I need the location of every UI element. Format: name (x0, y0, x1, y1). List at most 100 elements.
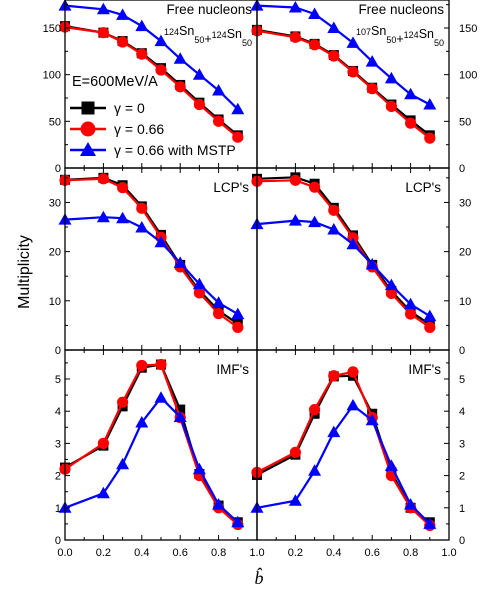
y-tick-label: 0 (459, 345, 465, 357)
y-tick-label: 100 (43, 70, 61, 82)
panel-label: Free nucleons (358, 2, 444, 17)
data-point-s2-2 (289, 446, 301, 459)
data-point-s2-4 (136, 48, 148, 60)
x-axis-label: b̂ (255, 567, 264, 588)
data-point-s3-5 (346, 36, 360, 48)
legend-marker (80, 142, 96, 156)
data-point-s3-3 (116, 457, 130, 470)
data-point-s2-4 (136, 359, 148, 372)
data-point-s3-9 (423, 517, 437, 529)
y-tick-label: 50 (49, 116, 61, 128)
data-point-s2-5 (347, 366, 359, 378)
data-point-s3-2 (96, 210, 110, 223)
data-point-s3-9 (231, 307, 245, 320)
y-tick-label: 20 (49, 247, 61, 259)
data-point-s2-2 (289, 174, 301, 186)
panel-label: IMF's (216, 362, 249, 377)
panel-frame (256, 0, 450, 169)
system-label-part: 124 (164, 27, 179, 37)
data-point-s3-9 (231, 515, 245, 528)
data-point-s3-4 (135, 221, 149, 233)
system-label: 124Sn50+124Sn50 (164, 24, 252, 48)
x-tick-label: 0.2 (288, 547, 303, 559)
data-point-s2-4 (328, 370, 340, 382)
panel-r2-c2 (250, 167, 450, 351)
panel-r3-c1 (58, 349, 258, 541)
series-line-3 (256, 4, 431, 106)
y-tick-label: 0 (459, 535, 465, 547)
data-point-s2-3 (309, 39, 321, 51)
data-point-s3-2 (288, 214, 302, 226)
data-point-s3-4 (135, 19, 149, 32)
data-point-s2-3 (117, 396, 129, 408)
data-point-s3-3 (308, 464, 322, 476)
y-tick-label: 0 (55, 163, 61, 175)
data-point-s2-3 (117, 182, 129, 194)
data-point-s3-4 (327, 425, 341, 438)
system-label-part: 107 (356, 27, 371, 37)
data-point-s2-3 (117, 36, 129, 48)
panel-label: Free nucleons (166, 2, 252, 17)
panel-r3-c2 (250, 349, 450, 541)
data-point-s3-6 (173, 52, 187, 64)
data-point-s3-5 (154, 235, 168, 248)
y-tick-label: 4 (55, 406, 61, 418)
data-point-s2-2 (289, 31, 301, 43)
system-label-part: Sn (179, 24, 194, 38)
data-point-s3-8 (404, 498, 418, 510)
system-label-part: 50 (386, 35, 396, 45)
y-tick-label: 100 (459, 70, 477, 82)
y-tick-label: 0 (55, 535, 61, 547)
data-point-s3-3 (308, 7, 322, 19)
y-tick-label: 3 (55, 438, 61, 450)
data-point-s2-2 (97, 437, 109, 449)
data-point-s2-2 (97, 27, 109, 39)
series-line-3 (256, 219, 431, 318)
series-line-2 (256, 179, 431, 329)
x-tick-label: 0.4 (134, 547, 149, 559)
data-point-s3-5 (154, 391, 168, 403)
y-tick-label: 0 (459, 163, 465, 175)
data-point-s2-3 (309, 403, 321, 416)
panel-frame (64, 167, 258, 351)
y-tick-label: 4 (459, 406, 465, 418)
x-tick-label: 1.0 (441, 547, 456, 559)
data-point-s2-3 (309, 181, 321, 193)
data-point-s2-8 (213, 308, 225, 320)
panel-frame (256, 167, 450, 351)
system-label-part: + (204, 32, 211, 46)
y-tick-label: 50 (459, 116, 471, 128)
data-point-s2-7 (385, 100, 397, 112)
data-point-s3-6 (173, 256, 187, 268)
data-point-s3-9 (423, 98, 437, 110)
data-point-s2-7 (193, 98, 205, 111)
data-point-s3-7 (192, 68, 206, 80)
y-tick-label: 20 (459, 247, 471, 259)
y-tick-label: 150 (43, 23, 61, 35)
y-tick-label: 30 (49, 197, 61, 209)
data-point-s2-2 (97, 173, 109, 185)
system-label-part: 124 (404, 30, 419, 40)
data-point-s2-9 (232, 131, 244, 143)
series-line-1 (256, 374, 431, 524)
y-tick-label: 5 (459, 374, 465, 386)
system-label-part: 124 (212, 30, 227, 40)
data-point-s2-4 (328, 50, 340, 62)
data-point-s3-8 (212, 498, 226, 510)
x-tick-label: 0.2 (96, 547, 111, 559)
data-point-s2-8 (405, 308, 417, 320)
data-point-s2-8 (405, 117, 417, 129)
legend: E=600MeV/A γ = 0 γ = 0.66 γ = 0.66 with MST… (70, 74, 236, 158)
legend-label: γ = 0 (114, 100, 145, 116)
y-tick-label: 1 (459, 503, 465, 515)
data-point-s3-6 (365, 413, 379, 426)
series-line-2 (64, 177, 239, 329)
series-line-3 (256, 403, 431, 525)
data-point-s3-3 (116, 8, 130, 20)
data-point-s2-4 (136, 202, 148, 214)
data-point-s2-9 (424, 132, 436, 144)
y-tick-label: 5 (55, 374, 61, 386)
data-point-s3-7 (384, 459, 398, 471)
data-point-s3-2 (96, 486, 110, 499)
